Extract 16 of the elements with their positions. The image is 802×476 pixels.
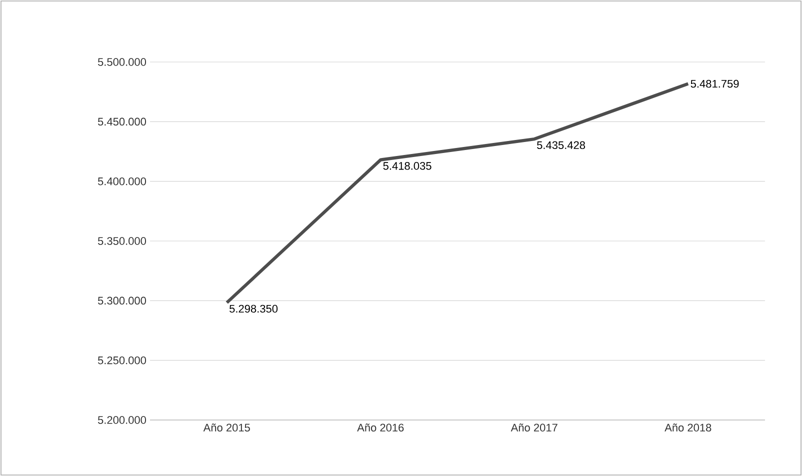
y-tick-label: 5.350.000 xyxy=(98,237,146,245)
x-tick-label: Año 2016 xyxy=(357,424,404,432)
data-label: 5.481.759 xyxy=(690,80,739,88)
line-series xyxy=(225,82,690,304)
data-label: 5.298.350 xyxy=(230,304,278,313)
y-tick-label: 5.200.000 xyxy=(98,416,146,424)
data-label: 5.418.035 xyxy=(383,162,432,170)
x-tick-label: Año 2017 xyxy=(510,424,558,432)
y-tick-label: 5.400.000 xyxy=(98,177,146,186)
x-tick-label: Año 2015 xyxy=(203,424,250,432)
y-tick-label: 5.300.000 xyxy=(98,296,146,305)
data-label: 5.435.428 xyxy=(537,141,586,150)
y-tick-label: 5.450.000 xyxy=(98,118,146,126)
y-tick-label: 5.500.000 xyxy=(98,58,146,66)
x-tick-label: Año 2018 xyxy=(664,424,712,432)
y-tick-label: 5.250.000 xyxy=(98,356,146,364)
